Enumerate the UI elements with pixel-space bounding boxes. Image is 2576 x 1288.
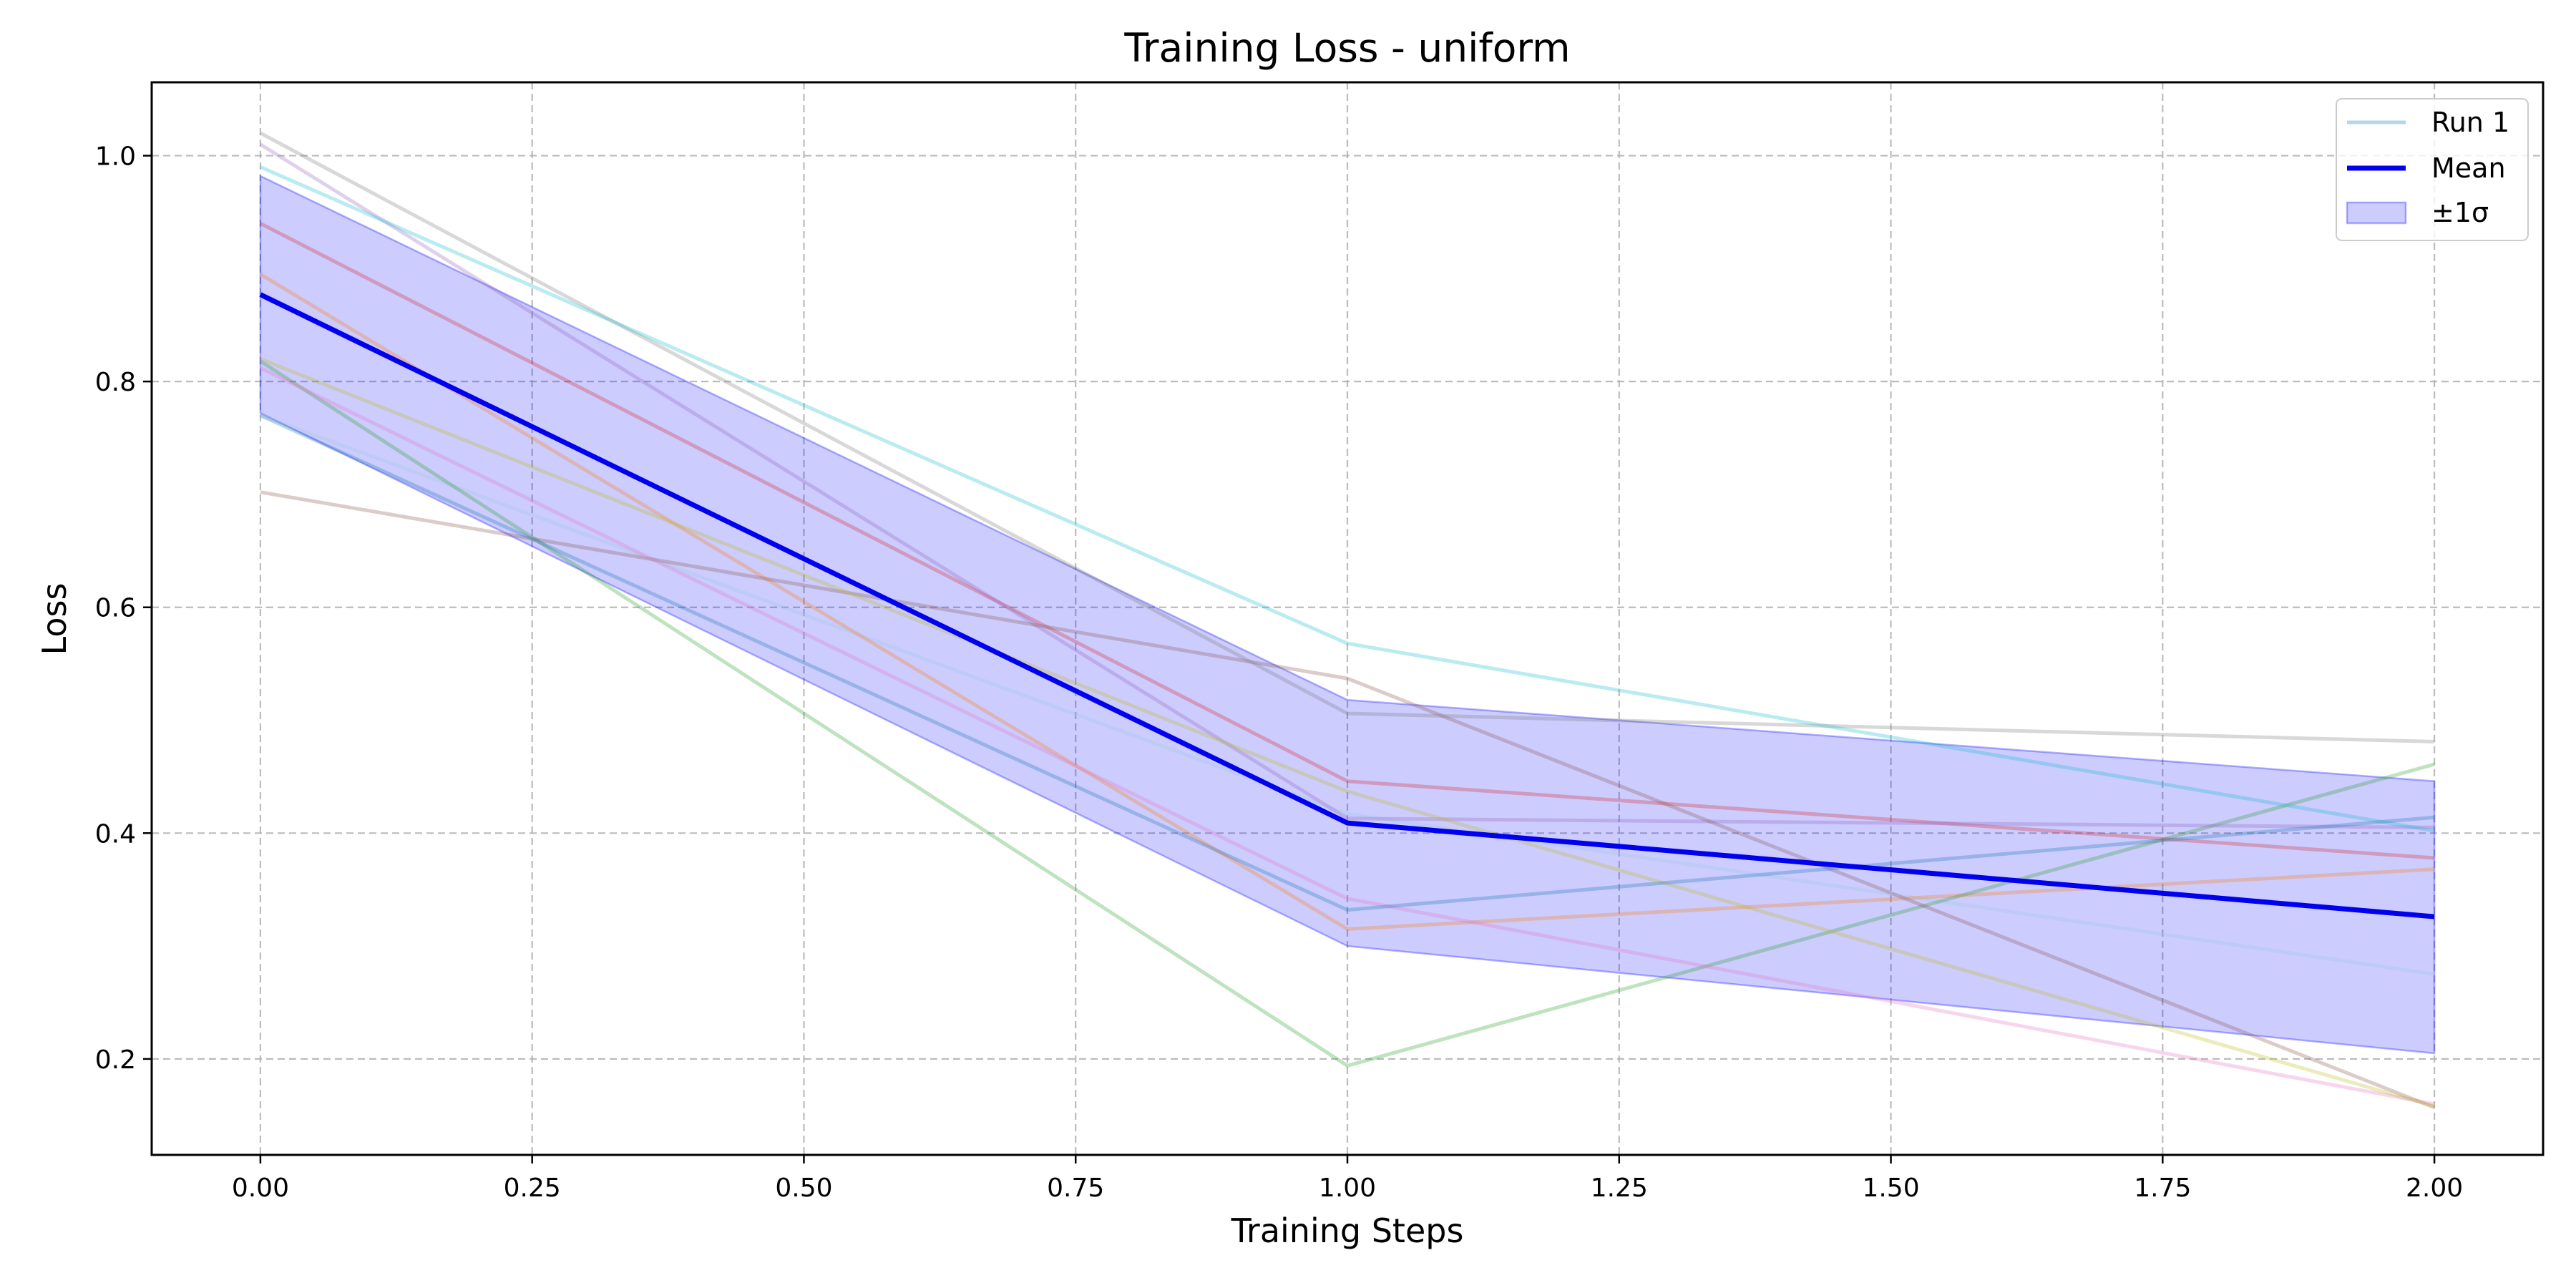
- y-tick-label: 0.6: [95, 594, 136, 623]
- chart-title: Training Loss - uniform: [1123, 25, 1570, 71]
- legend-frame: [2336, 98, 2529, 241]
- x-tick-label: 1.50: [1862, 1174, 1919, 1203]
- legend: Run 1 Mean ±1σ: [2336, 98, 2529, 241]
- legend-mean-label: Mean: [2431, 152, 2506, 184]
- run-line-5: [259, 142, 2435, 829]
- grid: [152, 82, 2543, 1155]
- run-line-8: [259, 131, 2435, 743]
- run-line-7: [259, 366, 2435, 1106]
- x-tick-label: 0.50: [775, 1174, 832, 1203]
- y-tick-label: 0.8: [95, 368, 136, 397]
- y-tick-label: 1.0: [95, 142, 136, 172]
- runs-layer: [259, 131, 2436, 1110]
- x-tick-label: 0.00: [232, 1174, 289, 1203]
- x-axis-ticks: 0.00 0.25 0.50 0.75 1.00 1.25 1.50 1.75 2.00: [232, 1155, 2463, 1203]
- x-axis-label: Training Steps: [1231, 1211, 1464, 1250]
- run-line-1: [260, 414, 2435, 977]
- run-line-6: [260, 490, 2436, 1110]
- legend-run-1-label: Run 1: [2431, 107, 2509, 138]
- std-band: [259, 174, 2436, 1055]
- y-tick-label: 0.2: [95, 1045, 136, 1075]
- x-tick-label: 1.25: [1591, 1174, 1648, 1203]
- std-band-layer: [259, 174, 2436, 1055]
- x-tick-label: 1.75: [2134, 1174, 2191, 1203]
- y-tick-label: 0.4: [95, 819, 136, 849]
- x-tick-label: 0.75: [1047, 1174, 1104, 1203]
- mean-layer: [259, 292, 2435, 919]
- run-line-3: [259, 359, 2435, 1068]
- run-line-9: [259, 357, 2435, 1108]
- x-tick-label: 1.00: [1319, 1174, 1376, 1203]
- mean-line: [259, 292, 2435, 919]
- run-line-11: [259, 414, 2435, 912]
- run-line-10: [259, 165, 2435, 833]
- x-tick-label: 0.25: [504, 1174, 561, 1203]
- legend-band-swatch: [2346, 201, 2407, 225]
- run-line-4: [259, 222, 2435, 860]
- legend-band-label: ±1σ: [2431, 197, 2489, 228]
- y-axis-ticks: 0.2 0.4 0.6 0.8 1.0: [95, 142, 152, 1075]
- run-line-2: [259, 273, 2435, 931]
- y-axis-label: Loss: [35, 583, 74, 655]
- x-tick-label: 2.00: [2406, 1174, 2463, 1203]
